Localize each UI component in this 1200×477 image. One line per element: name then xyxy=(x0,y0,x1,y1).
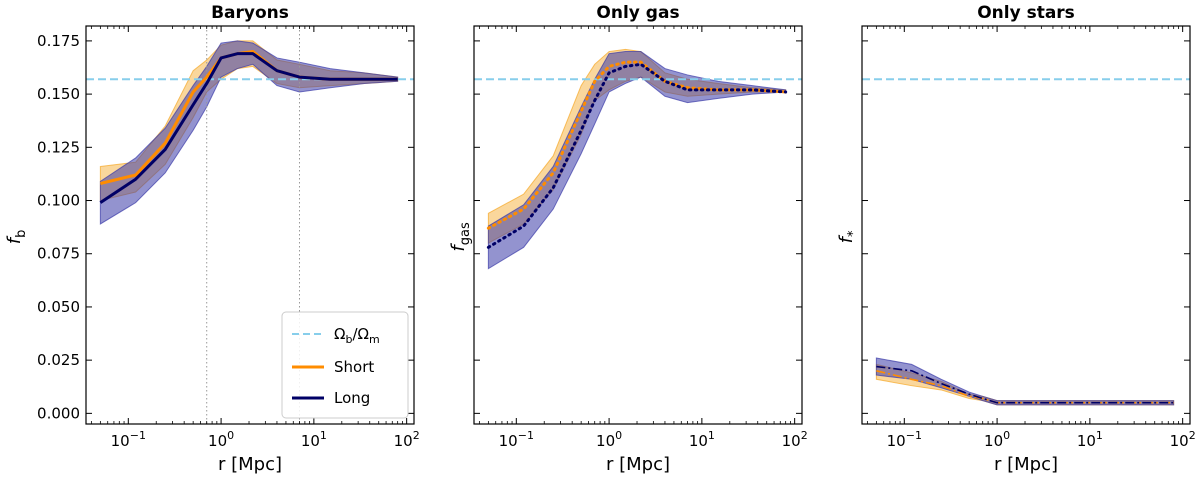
x-tick-label: 10−1 xyxy=(887,429,922,450)
panel-title: Only gas xyxy=(596,3,679,23)
panel-title: Baryons xyxy=(211,3,289,23)
y-tick-label: 0.050 xyxy=(37,298,80,316)
y-axis-label: fb xyxy=(4,230,29,245)
plot-area xyxy=(474,48,802,270)
line-long xyxy=(486,62,788,249)
legend-label-reference: Ωb/Ωm xyxy=(334,325,380,346)
y-tick-label: 0.150 xyxy=(37,85,80,103)
x-tick-label: 10−1 xyxy=(499,429,534,450)
axes-frame xyxy=(861,25,1191,425)
x-tick-label: 10−1 xyxy=(111,429,146,450)
x-axis-label: r [Mpc] xyxy=(994,454,1058,475)
axes-frame xyxy=(473,25,803,425)
legend: Ωb/Ωm Short Long xyxy=(281,311,409,419)
y-axis-label: f* xyxy=(836,230,861,243)
x-tick-label: 101 xyxy=(1077,429,1103,450)
y-tick-label: 0.125 xyxy=(37,138,80,156)
x-axis-label: r [Mpc] xyxy=(606,454,670,475)
plot-area xyxy=(862,78,1190,406)
band-long xyxy=(487,51,787,270)
y-tick-label: 0.025 xyxy=(37,351,80,369)
legend-label-long: Long xyxy=(334,389,370,407)
panel-1: 0.000 0.025 0.050 0.075 0.100 0.125 0.150 0.175… xyxy=(4,3,420,475)
x-tick-label: 100 xyxy=(984,429,1010,450)
x-tick-label: 100 xyxy=(208,429,234,450)
line-long xyxy=(876,365,1174,404)
x-tick-label: 100 xyxy=(596,429,622,450)
y-tick-label: 0.075 xyxy=(37,245,80,263)
x-tick-label: 101 xyxy=(301,429,327,450)
x-tick-label: 101 xyxy=(689,429,715,450)
y-tick-label: 0.175 xyxy=(37,32,80,50)
x-tick-label: 102 xyxy=(1170,429,1196,450)
axes-frame xyxy=(85,25,415,425)
x-tick-label: 102 xyxy=(782,429,808,450)
plot-area xyxy=(86,26,414,424)
panel-2: 10−1 100 101 102 Only gas r [Mpc] fgas xyxy=(448,3,808,475)
band-long xyxy=(875,357,1175,406)
panel-3: 10−1 100 101 102 Only stars r [Mpc] f* xyxy=(836,3,1196,475)
x-axis-label: r [Mpc] xyxy=(218,454,282,475)
y-tick-label: 0.000 xyxy=(37,404,80,422)
legend-label-short: Short xyxy=(334,358,374,376)
line-long xyxy=(99,52,398,204)
x-tick-label: 102 xyxy=(394,429,420,450)
legend-box xyxy=(281,311,409,419)
y-tick-label: 0.100 xyxy=(37,192,80,210)
y-axis-label: fgas xyxy=(448,222,473,252)
band-long xyxy=(99,40,399,225)
panel-title: Only stars xyxy=(977,3,1075,23)
